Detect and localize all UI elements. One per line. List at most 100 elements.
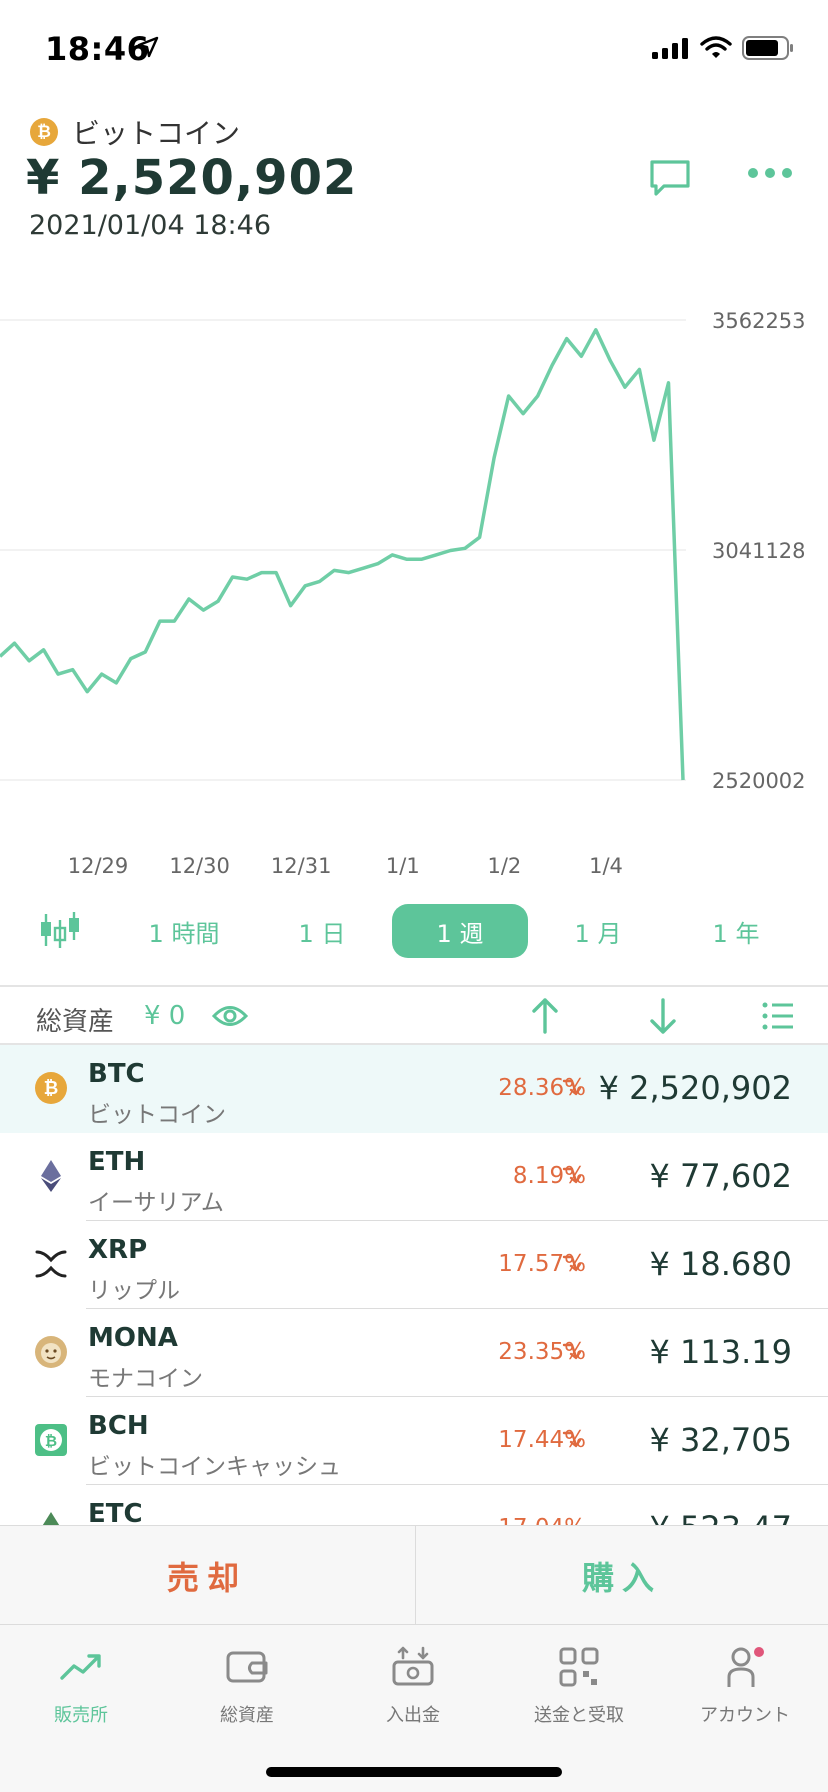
tab-label: アカウント	[700, 1705, 790, 1726]
coin-name: ビットコイン	[88, 1102, 226, 1128]
coin-name: モナコイン	[88, 1366, 203, 1392]
tab-bar: 販売所 総資産 入出金	[0, 1625, 828, 1792]
bitcoin-icon: ₿	[35, 1072, 67, 1104]
coin-symbol: BTC	[88, 1059, 145, 1089]
tab-label: 総資産	[220, 1705, 274, 1726]
tab-account[interactable]: アカウント	[670, 1641, 820, 1727]
coin-title: ₿ ビットコイン	[30, 112, 240, 152]
bitcoin-icon: ₿	[30, 118, 58, 146]
tab-deposit-withdraw[interactable]: 入出金	[338, 1641, 488, 1727]
coin-change: 23.35%	[498, 1339, 586, 1365]
battery-icon	[742, 36, 793, 60]
coin-name: ビットコインキャッシュ	[88, 1454, 341, 1480]
ripple-icon	[35, 1250, 67, 1278]
range-selector: 1 時間 1 日 1 週 1 月 1 年	[0, 898, 828, 964]
coin-symbol: BCH	[88, 1411, 149, 1441]
x-tick-label: 1/2	[488, 854, 522, 878]
coin-symbol: ETC	[88, 1499, 143, 1525]
wifi-icon	[700, 36, 732, 58]
range-1-year[interactable]: 1 年	[712, 919, 760, 948]
coin-symbol: MONA	[88, 1323, 178, 1353]
total-assets-bar: 総資産 ¥ 0	[0, 985, 828, 1045]
sell-button[interactable]: 売却	[166, 1559, 247, 1597]
tab-exchange[interactable]: 販売所	[6, 1641, 156, 1727]
x-tick-label: 12/31	[271, 854, 332, 878]
y-tick-label: 3562253	[712, 309, 806, 333]
tab-label: 送金と受取	[534, 1705, 624, 1726]
coin-change: 17.04%	[498, 1515, 586, 1525]
range-1-hour[interactable]: 1 時間	[148, 919, 220, 948]
trend-down-arrow-icon	[562, 1343, 582, 1360]
trend-down-arrow-icon	[562, 1255, 582, 1272]
row-divider	[86, 1220, 828, 1221]
svg-text:₿: ₿	[44, 1078, 59, 1099]
deposit-withdraw-icon	[392, 1646, 434, 1686]
coin-row-mona[interactable]: MONA モナコイン 23.35% ¥ 113.19	[0, 1309, 828, 1397]
price-chart[interactable]: 3562253 3041128 2520002 12/29 12/30 12/31 1/1 1…	[0, 290, 828, 880]
coin-row-bch[interactable]: ₿ BCH ビットコインキャッシュ 17.44% ¥ 32,705	[0, 1397, 828, 1485]
row-divider	[86, 1308, 828, 1309]
coin-price: ¥ 77,602	[649, 1157, 793, 1195]
coin-row-xrp[interactable]: XRP リップル 17.57% ¥ 18.680	[0, 1221, 828, 1309]
coin-row-eth[interactable]: ETH イーサリアム 8.19% ¥ 77,602	[0, 1133, 828, 1221]
current-price: ¥ 2,520,902	[26, 150, 358, 206]
range-1-month[interactable]: 1 月	[574, 919, 622, 948]
buy-button[interactable]: 購入	[415, 1526, 828, 1626]
coin-price: ¥ 523.47	[650, 1509, 793, 1525]
coin-symbol: ETH	[88, 1147, 146, 1177]
ethereum-icon	[41, 1160, 61, 1192]
list-icon[interactable]	[762, 1001, 794, 1031]
bitcoin-cash-icon: ₿	[35, 1424, 67, 1456]
account-icon	[727, 1647, 764, 1687]
x-tick-label: 12/30	[169, 854, 230, 878]
price-header: ₿ ビットコイン ¥ 2,520,902 2021/01/04 18:46	[0, 100, 828, 260]
tab-label: 入出金	[386, 1705, 440, 1726]
coin-list: ₿ BTC ビットコイン 28.36% ¥ 2,520,902 ETH イーサリ…	[0, 1045, 828, 1525]
y-tick-label: 3041128	[712, 539, 806, 563]
total-assets-value: ¥ 0	[144, 1001, 186, 1031]
coin-price: ¥ 113.19	[649, 1333, 793, 1371]
trend-down-arrow-icon	[562, 1079, 582, 1096]
trend-up-icon	[60, 1654, 101, 1680]
row-divider	[86, 1484, 828, 1485]
price-chart-svg: 3562253 3041128 2520002 12/29 12/30 12/31 1/1 1…	[0, 309, 806, 878]
tab-send-receive[interactable]: 送金と受取	[504, 1641, 654, 1727]
home-indicator	[266, 1767, 562, 1777]
coin-name: イーサリアム	[88, 1190, 224, 1216]
x-tick-label: 12/29	[68, 854, 129, 878]
trend-down-arrow-icon	[562, 1431, 582, 1448]
location-arrow-icon	[137, 36, 159, 58]
qr-code-icon	[559, 1647, 599, 1687]
status-bar: 18:46	[0, 0, 828, 100]
price-series-line	[0, 328, 685, 781]
x-tick-label: 1/1	[386, 854, 420, 878]
coin-row-btc[interactable]: ₿ BTC ビットコイン 28.36% ¥ 2,520,902	[0, 1045, 828, 1133]
arrow-up-icon[interactable]	[530, 996, 560, 1036]
tab-assets[interactable]: 総資産	[172, 1641, 322, 1727]
monacoin-icon	[35, 1336, 67, 1368]
candlestick-chart-icon[interactable]	[38, 910, 82, 950]
range-1-week[interactable]: 1 週	[392, 904, 528, 958]
trend-down-arrow-icon	[562, 1167, 582, 1184]
coin-change: 28.36%	[498, 1075, 586, 1101]
ethereum-classic-icon	[42, 1512, 60, 1525]
arrow-down-icon[interactable]	[648, 996, 678, 1036]
price-datetime: 2021/01/04 18:46	[29, 210, 272, 241]
chat-bubble-icon[interactable]	[648, 158, 692, 198]
more-dots-icon[interactable]	[748, 168, 792, 178]
coin-row-etc[interactable]: ETC 17.04% ¥ 523.47	[0, 1485, 828, 1525]
range-1-day[interactable]: 1 日	[298, 919, 346, 948]
coin-price: ¥ 2,520,902	[598, 1069, 792, 1107]
coin-name: リップル	[88, 1278, 180, 1304]
coin-price: ¥ 32,705	[649, 1421, 793, 1459]
wallet-icon	[226, 1651, 268, 1683]
svg-text:₿: ₿	[45, 1432, 57, 1450]
eye-icon[interactable]	[212, 1003, 248, 1029]
tab-label: 販売所	[54, 1705, 108, 1726]
total-assets-label: 総資産	[36, 1007, 115, 1037]
row-divider	[86, 1396, 828, 1397]
coin-change: 17.57%	[498, 1251, 586, 1277]
coin-symbol: XRP	[88, 1235, 148, 1265]
coin-name: ビットコイン	[72, 117, 241, 150]
coin-price: ¥ 18.680	[649, 1245, 793, 1283]
